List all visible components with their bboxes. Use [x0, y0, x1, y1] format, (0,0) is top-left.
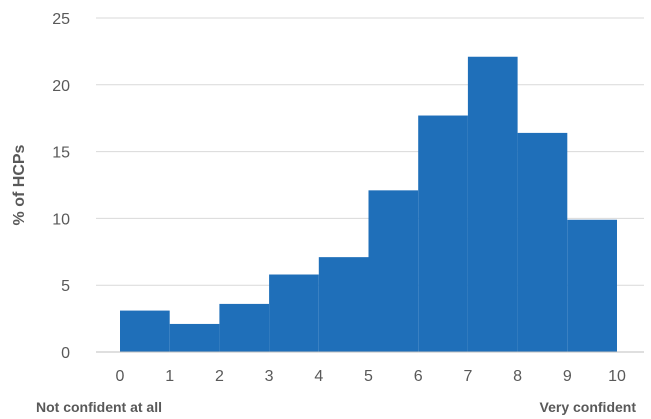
bar-3-4	[269, 274, 319, 352]
x-tick-label: 1	[165, 368, 174, 385]
y-tick-label: 25	[52, 11, 70, 28]
y-tick-label: 10	[52, 211, 70, 228]
y-tick-label: 0	[61, 345, 70, 362]
x-tick-label: 9	[563, 368, 572, 385]
bar-0-1	[120, 310, 170, 352]
x-tick-label: 5	[364, 368, 373, 385]
x-tick-label: 0	[116, 368, 125, 385]
bar-6-7	[418, 115, 468, 352]
x-tick-label: 7	[463, 368, 472, 385]
bar-2-3	[219, 303, 270, 352]
y-tick-labels: 0 5 10 15 20 25	[52, 11, 70, 362]
x-tick-labels: 0 1 2 3 4 5 6 7 8 9 10	[116, 368, 626, 385]
bars	[120, 56, 617, 353]
x-label-left: Not confident at all	[36, 399, 162, 415]
y-tick-label: 15	[52, 145, 70, 162]
x-tick-label: 8	[513, 368, 522, 385]
bar-4-5	[318, 257, 369, 352]
y-tick-label: 20	[52, 78, 70, 95]
x-tick-label: 4	[314, 368, 323, 385]
x-label-right: Very confident	[540, 399, 637, 415]
bar-7-8	[467, 56, 518, 353]
x-tick-label: 6	[414, 368, 423, 385]
bar-5-6	[368, 190, 419, 352]
x-tick-label: 3	[265, 368, 274, 385]
bar-1-2	[169, 323, 220, 352]
y-tick-label: 5	[61, 278, 70, 295]
y-axis-label: % of HCPs	[11, 144, 28, 225]
x-tick-label: 2	[215, 368, 224, 385]
x-tick-label: 10	[608, 368, 626, 385]
bar-8-9	[517, 132, 568, 352]
bar-9-10	[567, 219, 617, 352]
